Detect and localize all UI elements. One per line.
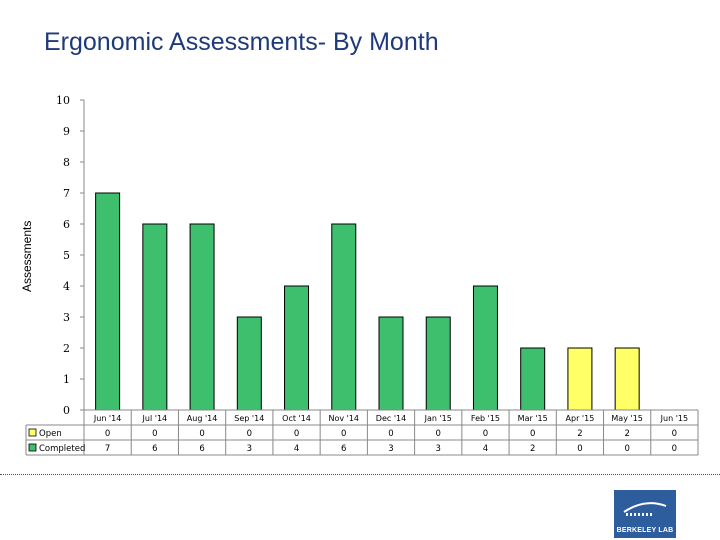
footer-divider [0,474,720,475]
data-label-completed: 7 [105,444,110,454]
assessments-bar-chart: 0 1 2 3 4 5 6 7 8 9 10 Jun '14 Jul '14 Aug '14 Sep '14… [25,94,699,456]
x-tick-label: Apr '15 [566,414,595,423]
y-tick-label: 5 [63,249,70,262]
bar-completed [236,316,262,411]
y-tick-label: 4 [63,280,70,293]
data-label-completed: 3 [388,444,393,454]
data-label-open: 0 [530,429,535,439]
x-tick-label: Jun '14 [93,414,121,423]
data-label-completed: 6 [199,444,204,454]
data-label-open: 2 [624,429,629,439]
x-tick-label: Aug '14 [187,414,218,423]
data-label-completed: 6 [341,444,346,454]
data-label-open: 0 [388,429,393,439]
y-tick-label: 9 [63,125,70,138]
data-label-completed: 4 [483,444,488,454]
data-label-completed: 0 [672,444,677,454]
x-tick-label: Mar '15 [518,414,548,423]
x-tick-label: Jun '15 [660,414,688,423]
y-tick-label: 6 [63,218,70,231]
page-title: Ergonomic Assessments- By Month [44,28,439,56]
data-label-open: 0 [294,429,299,439]
bar-open [567,347,593,411]
bar-completed [520,347,546,411]
legend-swatch-completed [28,443,37,452]
x-tick-label: Dec '14 [376,414,406,423]
y-tick-label: 10 [56,94,70,107]
bar-completed [425,316,451,411]
x-tick-label: Oct '14 [282,414,311,423]
bar-completed [378,316,404,411]
berkeley-lab-logo: BERKELEY LAB [614,490,676,538]
data-label-open: 2 [577,429,582,439]
legend-swatch-open [28,428,37,437]
y-tick-label: 8 [63,156,70,169]
y-tick-label: 1 [63,373,70,386]
bar-completed [472,285,498,411]
legend-label-completed: Completed [39,444,85,454]
legend-label-open: Open [39,429,62,439]
bar-completed [142,223,168,411]
bar-completed [284,285,310,411]
x-tick-label: Feb '15 [471,414,500,423]
bar-completed [331,223,357,411]
data-label-completed: 0 [577,444,582,454]
x-tick-label: Nov '14 [328,414,359,423]
data-label-open: 0 [105,429,110,439]
bar-completed [95,192,121,411]
data-label-open: 0 [152,429,157,439]
data-label-open: 0 [672,429,677,439]
x-tick-label: Jul '14 [142,414,168,423]
data-label-completed: 4 [294,444,299,454]
data-label-completed: 0 [624,444,629,454]
y-tick-label: 0 [63,404,70,417]
data-label-completed: 3 [247,444,252,454]
x-tick-label: Jan '15 [424,414,452,423]
x-tick-label: May '15 [611,414,642,423]
bar-open [614,347,640,411]
bar-completed [189,223,215,411]
y-tick-label: 2 [63,342,70,355]
data-label-completed: 3 [436,444,441,454]
data-label-open: 0 [341,429,346,439]
building-icon [623,502,667,516]
data-label-open: 0 [199,429,204,439]
y-tick-label: 3 [63,311,70,324]
data-label-open: 0 [483,429,488,439]
y-tick-label: 7 [63,187,70,200]
data-label-completed: 2 [530,444,535,454]
data-label-open: 0 [247,429,252,439]
logo-text: BERKELEY LAB [616,527,674,534]
data-label-completed: 6 [152,444,157,454]
x-tick-label: Sep '14 [234,414,264,423]
data-label-open: 0 [436,429,441,439]
